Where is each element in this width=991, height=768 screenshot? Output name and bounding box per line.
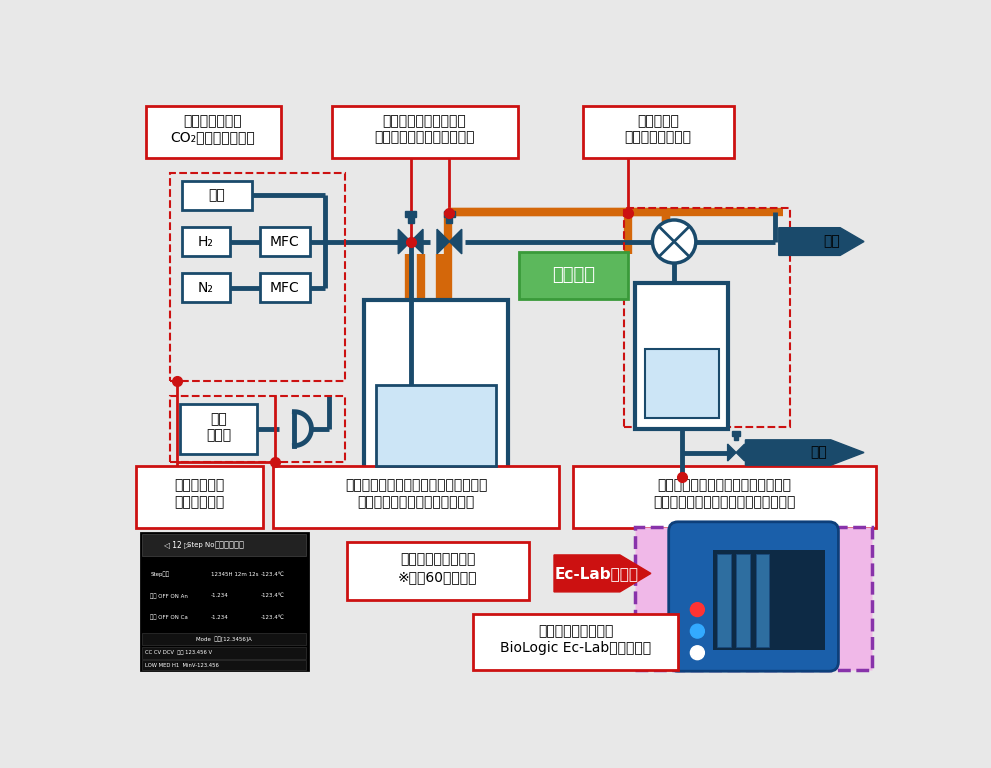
Bar bbox=[143, 647, 306, 659]
Text: 12345H 12m 12s: 12345H 12m 12s bbox=[211, 571, 259, 577]
Bar bbox=[583, 106, 733, 158]
Text: MFC: MFC bbox=[270, 234, 299, 249]
Bar bbox=[332, 106, 517, 158]
Polygon shape bbox=[410, 229, 423, 254]
Text: -1.234: -1.234 bbox=[211, 593, 228, 598]
Text: ◁ 12 ▷: ◁ 12 ▷ bbox=[165, 541, 190, 549]
Text: -123.4℃: -123.4℃ bbox=[261, 593, 285, 598]
Bar bbox=[635, 283, 728, 429]
Bar bbox=[179, 404, 258, 454]
Text: 自動排水機能搭載で長期試験にも最適: 自動排水機能搭載で長期試験にも最適 bbox=[653, 495, 796, 509]
Text: MFC: MFC bbox=[270, 281, 299, 295]
Text: 加湿器バイパスライン: 加湿器バイパスライン bbox=[383, 114, 467, 128]
Text: CO₂等のガス導入に: CO₂等のガス導入に bbox=[170, 130, 256, 144]
Text: H₂: H₂ bbox=[198, 234, 214, 249]
Bar bbox=[182, 180, 252, 210]
Text: リザーブタンク＋自動給水ポンプ搭載: リザーブタンク＋自動給水ポンプ搭載 bbox=[345, 478, 488, 492]
Text: CC CV DCV  電圧 123.456 V: CC CV DCV 電圧 123.456 V bbox=[145, 650, 212, 655]
Circle shape bbox=[691, 624, 705, 638]
FancyArrow shape bbox=[554, 555, 651, 592]
FancyArrow shape bbox=[779, 227, 864, 256]
Text: ※最大60ステップ: ※最大60ステップ bbox=[398, 571, 478, 584]
FancyBboxPatch shape bbox=[669, 521, 838, 671]
Text: 予備ポート搭載: 予備ポート搭載 bbox=[183, 114, 243, 128]
Bar bbox=[182, 273, 230, 303]
Bar bbox=[713, 551, 826, 650]
Text: サンプル: サンプル bbox=[552, 266, 595, 284]
Bar bbox=[376, 385, 496, 465]
Text: 排水: 排水 bbox=[811, 445, 827, 459]
Bar bbox=[136, 466, 264, 528]
Text: 負荷 OFF ON Ca: 負荷 OFF ON Ca bbox=[151, 614, 188, 620]
Text: ホットホース施工: ホットホース施工 bbox=[624, 130, 692, 144]
Bar bbox=[736, 554, 750, 647]
Bar bbox=[260, 227, 310, 257]
Bar bbox=[143, 660, 306, 670]
Bar bbox=[170, 396, 345, 462]
Text: プログラム運転中に: プログラム運転中に bbox=[538, 624, 613, 638]
Bar bbox=[716, 554, 730, 647]
Text: 完全ドライガスを流せます: 完全ドライガスを流せます bbox=[375, 130, 475, 144]
Bar bbox=[755, 554, 769, 647]
Text: 複数のガスを: 複数のガスを bbox=[174, 478, 225, 492]
Text: LOW MED H1  MinV-123.456: LOW MED H1 MinV-123.456 bbox=[145, 663, 219, 667]
Circle shape bbox=[652, 220, 696, 263]
Bar bbox=[364, 300, 507, 473]
Bar bbox=[146, 106, 281, 158]
Bar bbox=[273, 466, 560, 528]
Text: 結露防止の: 結露防止の bbox=[637, 114, 679, 128]
Circle shape bbox=[691, 646, 705, 660]
FancyArrow shape bbox=[745, 440, 864, 465]
Text: -123.4℃: -123.4℃ bbox=[261, 571, 285, 577]
Bar bbox=[732, 431, 740, 435]
Text: 混合供給可能: 混合供給可能 bbox=[174, 495, 225, 509]
Bar bbox=[347, 542, 529, 600]
Text: -1.234: -1.234 bbox=[211, 615, 228, 620]
Polygon shape bbox=[398, 229, 410, 254]
Text: Step No: Step No bbox=[187, 542, 215, 548]
Bar bbox=[143, 534, 306, 556]
Bar bbox=[407, 215, 413, 223]
Polygon shape bbox=[736, 444, 744, 461]
Text: プログラム運転対応: プログラム運転対応 bbox=[400, 552, 476, 567]
Bar bbox=[446, 215, 453, 223]
Polygon shape bbox=[449, 229, 462, 254]
Bar bbox=[170, 173, 345, 381]
Bar bbox=[473, 614, 678, 670]
Polygon shape bbox=[727, 444, 736, 461]
Bar bbox=[519, 253, 627, 299]
Text: 燃料 OFF ON An: 燃料 OFF ON An bbox=[151, 593, 188, 598]
Text: -123.4℃: -123.4℃ bbox=[261, 615, 285, 620]
Polygon shape bbox=[437, 229, 449, 254]
Text: タンク: タンク bbox=[206, 428, 231, 442]
Bar bbox=[574, 466, 876, 528]
Text: 純水: 純水 bbox=[210, 412, 227, 426]
Text: 自動詳細設定: 自動詳細設定 bbox=[215, 541, 245, 549]
Text: 予備: 予備 bbox=[208, 188, 225, 202]
Text: Mode  電流[12.3456]A: Mode 電流[12.3456]A bbox=[196, 636, 252, 641]
Text: Ec-Labと連携: Ec-Labと連携 bbox=[555, 566, 638, 581]
Bar bbox=[182, 227, 230, 257]
Text: Step時間: Step時間 bbox=[151, 571, 169, 577]
Circle shape bbox=[691, 603, 705, 617]
Bar bbox=[444, 210, 455, 217]
Bar bbox=[405, 210, 416, 217]
Bar bbox=[260, 273, 310, 303]
Bar bbox=[143, 633, 306, 645]
Text: N₂: N₂ bbox=[198, 281, 214, 295]
Text: BioLogic Ec-Labと連携可能: BioLogic Ec-Labと連携可能 bbox=[500, 641, 651, 655]
Bar bbox=[635, 527, 872, 670]
Text: 熱交換器＋ドレインポット標準搭載: 熱交換器＋ドレインポット標準搭載 bbox=[657, 478, 792, 492]
Bar bbox=[733, 435, 738, 440]
Text: 排気: 排気 bbox=[824, 234, 840, 249]
Text: 高露点ガスの長期試験にも対応: 高露点ガスの長期試験にも対応 bbox=[358, 495, 475, 509]
Bar bbox=[623, 207, 791, 427]
Bar bbox=[645, 349, 719, 418]
Bar bbox=[141, 532, 307, 670]
